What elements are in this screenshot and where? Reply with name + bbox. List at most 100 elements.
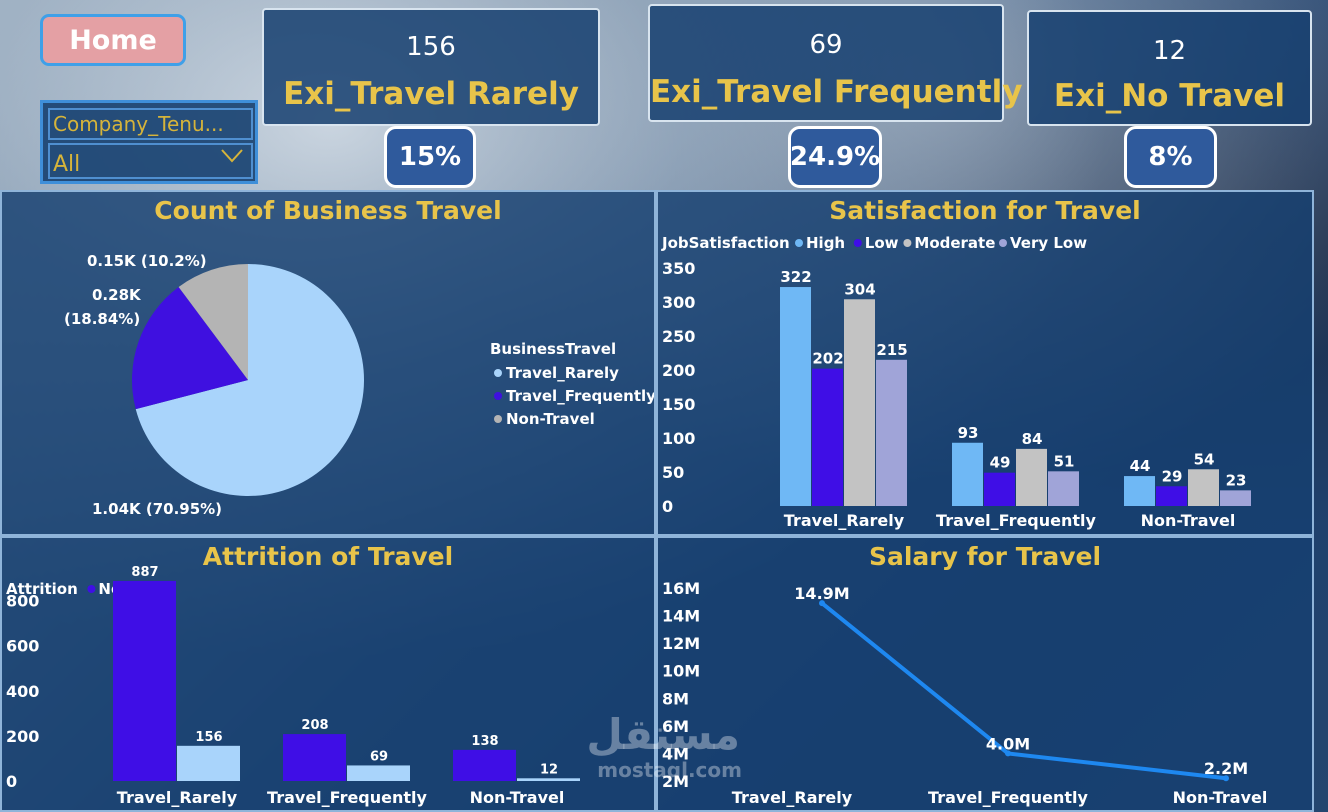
legend-marker [494, 369, 502, 377]
y-tick-label: 10M [662, 662, 700, 681]
bar [517, 778, 580, 781]
line-point [1005, 750, 1011, 757]
y-tick-label: 50 [662, 463, 684, 482]
y-tick-label: 400 [6, 682, 39, 701]
bar-data-label: 51 [1054, 452, 1075, 470]
bar [1188, 469, 1219, 506]
bar [952, 442, 983, 506]
pie-chart-panel: Count of Business Travel 1.04K (70.95%) 0… [0, 190, 656, 536]
satisfaction-bar-chart: 0 50 100 150 200 250 300 350 JobSatisfaction High… [661, 234, 1251, 530]
company-tenure-slicer[interactable]: Company_Tenu... All [40, 100, 258, 184]
bar [984, 472, 1015, 506]
pie-slice-travel_frequently [132, 287, 248, 410]
kpi-value: 69 [809, 30, 843, 60]
legend-title: BusinessTravel [490, 340, 616, 358]
salary-chart-panel: Salary for Travel 2M 4M 6M 8M 10M 12M 14M 16M 14… [656, 536, 1314, 812]
bar-data-label: 887 [131, 565, 158, 580]
bar [1016, 448, 1047, 506]
bar [283, 734, 346, 781]
pie-slice-travel_rarely [135, 264, 364, 496]
y-tick-label: 8M [662, 689, 689, 708]
legend-marker [853, 239, 862, 247]
bar [812, 368, 843, 506]
bar [453, 749, 516, 781]
bar-data-label: 93 [958, 424, 979, 442]
watermark-logo: مستقل mostaql.com [586, 712, 746, 792]
y-tick-label: 0 [6, 772, 17, 791]
line-data-label: 2.2M [1204, 759, 1248, 778]
chart-title: Count of Business Travel [154, 196, 502, 225]
bar-data-label: 44 [1130, 457, 1151, 475]
attrition-bar-chart: 0200400600800AttritionNoYes887156Travel_… [6, 565, 580, 807]
kpi-label: Exi_Travel Rarely [283, 76, 579, 112]
bar-data-label: 202 [812, 350, 843, 368]
chevron-down-icon[interactable] [221, 149, 243, 163]
y-tick-label: 300 [662, 293, 695, 312]
legend-entry: Travel_Frequently [506, 387, 654, 405]
line-data-label: 4.0M [986, 734, 1030, 753]
bar-data-label: 304 [844, 280, 875, 298]
slicer-dropdown[interactable]: All [48, 143, 253, 179]
line-point [1223, 775, 1229, 782]
home-button[interactable]: Home [40, 14, 186, 66]
legend-entry: Moderate [914, 234, 995, 252]
bar-data-label: 12 [540, 762, 558, 777]
y-tick-label: 200 [6, 727, 39, 746]
slicer-selected-value: All [53, 152, 81, 177]
x-tick-label: Non-Travel [470, 788, 565, 807]
x-tick-label: Travel_Frequently [928, 788, 1088, 807]
y-tick-label: 6M [662, 717, 689, 736]
legend-title: JobSatisfaction [661, 234, 790, 252]
kpi-value: 12 [1152, 36, 1187, 66]
y-tick-label: 12M [662, 634, 700, 653]
kpi-percent-travel-frequently: 24.9% [788, 126, 882, 188]
kpi-percent-travel-rarely: 15% [384, 126, 476, 188]
line-point [819, 600, 825, 607]
bar-data-label: 138 [471, 734, 498, 749]
chart-title: Salary for Travel [868, 542, 1102, 571]
bar [1220, 490, 1251, 506]
bar [177, 745, 240, 781]
bar [780, 287, 811, 506]
pie-chart: 1.04K (70.95%) 0.28K (18.84%) 0.15K (10.2%)… [64, 252, 654, 518]
watermark-latin: mostaql.com [597, 758, 742, 782]
bar [113, 580, 176, 781]
bar-data-label: 322 [780, 268, 811, 286]
y-tick-label: 200 [662, 361, 695, 380]
legend-marker [87, 585, 96, 593]
x-tick-label: Travel_Frequently [267, 788, 427, 807]
bar-data-label: 156 [195, 730, 222, 745]
salary-line-chart: 2M 4M 6M 8M 10M 12M 14M 16M 14.9M 4.0M 2.2M Travel_… [662, 579, 1267, 807]
bar-data-label: 23 [1226, 471, 1247, 489]
kpi-card-travel-rarely: 156 Exi_Travel Rarely [262, 8, 600, 126]
pie-data-label: 0.28K [92, 286, 142, 304]
kpi-card-travel-frequently: 69 Exi_Travel Frequently [648, 4, 1022, 122]
chart-title: Attrition of Travel [202, 542, 454, 571]
y-tick-label: 0 [662, 497, 673, 516]
x-tick-label: Travel_Rarely [117, 788, 238, 807]
kpi-percent-no-travel: 8% [1124, 126, 1217, 188]
y-tick-label: 350 [662, 259, 695, 278]
bar [844, 299, 875, 506]
line-data-label: 14.9M [794, 584, 849, 603]
chart-title: Satisfaction for Travel [829, 196, 1141, 225]
y-tick-label: 16M [662, 579, 700, 598]
y-tick-label: 100 [662, 429, 695, 448]
legend-marker [795, 239, 803, 247]
legend-marker [494, 415, 502, 423]
legend-entry: Low [865, 234, 899, 252]
y-tick-label: 150 [662, 395, 695, 414]
y-tick-label: 800 [6, 592, 39, 611]
pie-data-label: (18.84%) [64, 310, 140, 328]
legend-title: Attrition [6, 580, 78, 598]
legend-marker [494, 392, 502, 400]
bar-data-label: 49 [990, 454, 1011, 472]
legend-entry: Non-Travel [506, 410, 595, 428]
bar-data-label: 84 [1022, 430, 1043, 448]
bar-data-label: 215 [876, 341, 907, 359]
bar-data-label: 69 [370, 749, 388, 764]
slicer-title: Company_Tenu... [48, 108, 253, 140]
kpi-value: 156 [406, 32, 456, 62]
bar [1156, 486, 1187, 506]
bar [1124, 476, 1155, 506]
